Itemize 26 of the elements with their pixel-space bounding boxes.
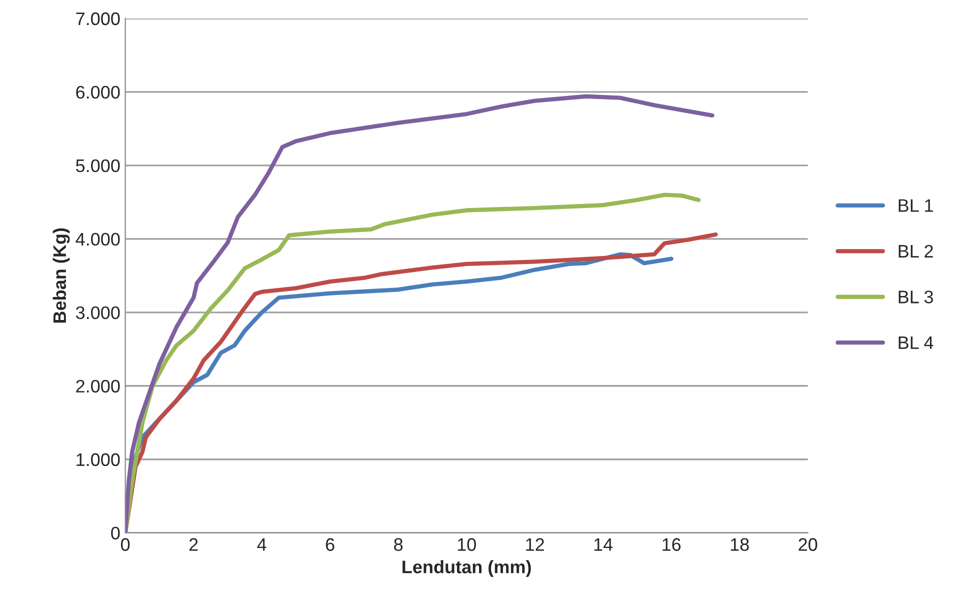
x-tick-label: 10 [458,538,476,551]
x-tick-label: 2 [189,538,198,551]
legend-label: BL 2 [898,244,933,258]
x-tick-label: 16 [662,538,681,551]
line-series [125,94,714,533]
x-tick-label: 0 [121,538,130,551]
x-tick-label: 4 [257,538,266,551]
y-tick-label: 1.000 [76,453,120,466]
y-tick-label: 3.000 [76,306,120,320]
x-axis-title: Lendutan (mm) [402,560,531,577]
y-tick-label: 5.000 [76,159,120,172]
x-tick-label: 14 [594,538,613,551]
y-tick-label: 7.000 [76,12,120,26]
legend-label: BL 1 [898,199,933,212]
y-tick-label: 0 [111,526,120,540]
y-axis-title: Beban (Kg) [52,228,70,323]
y-tick-label: 4.000 [76,232,120,246]
legend-label: BL 3 [898,290,933,304]
x-tick-label: 18 [730,538,749,551]
x-tick-label: 20 [798,538,818,551]
legend-label: BL 4 [898,336,934,349]
x-tick-label: 6 [326,538,334,551]
x-tick-label: 12 [526,538,544,551]
x-tick-label: 8 [394,538,403,551]
y-tick-label: 6.000 [76,86,120,99]
y-tick-label: 2.000 [76,380,120,393]
